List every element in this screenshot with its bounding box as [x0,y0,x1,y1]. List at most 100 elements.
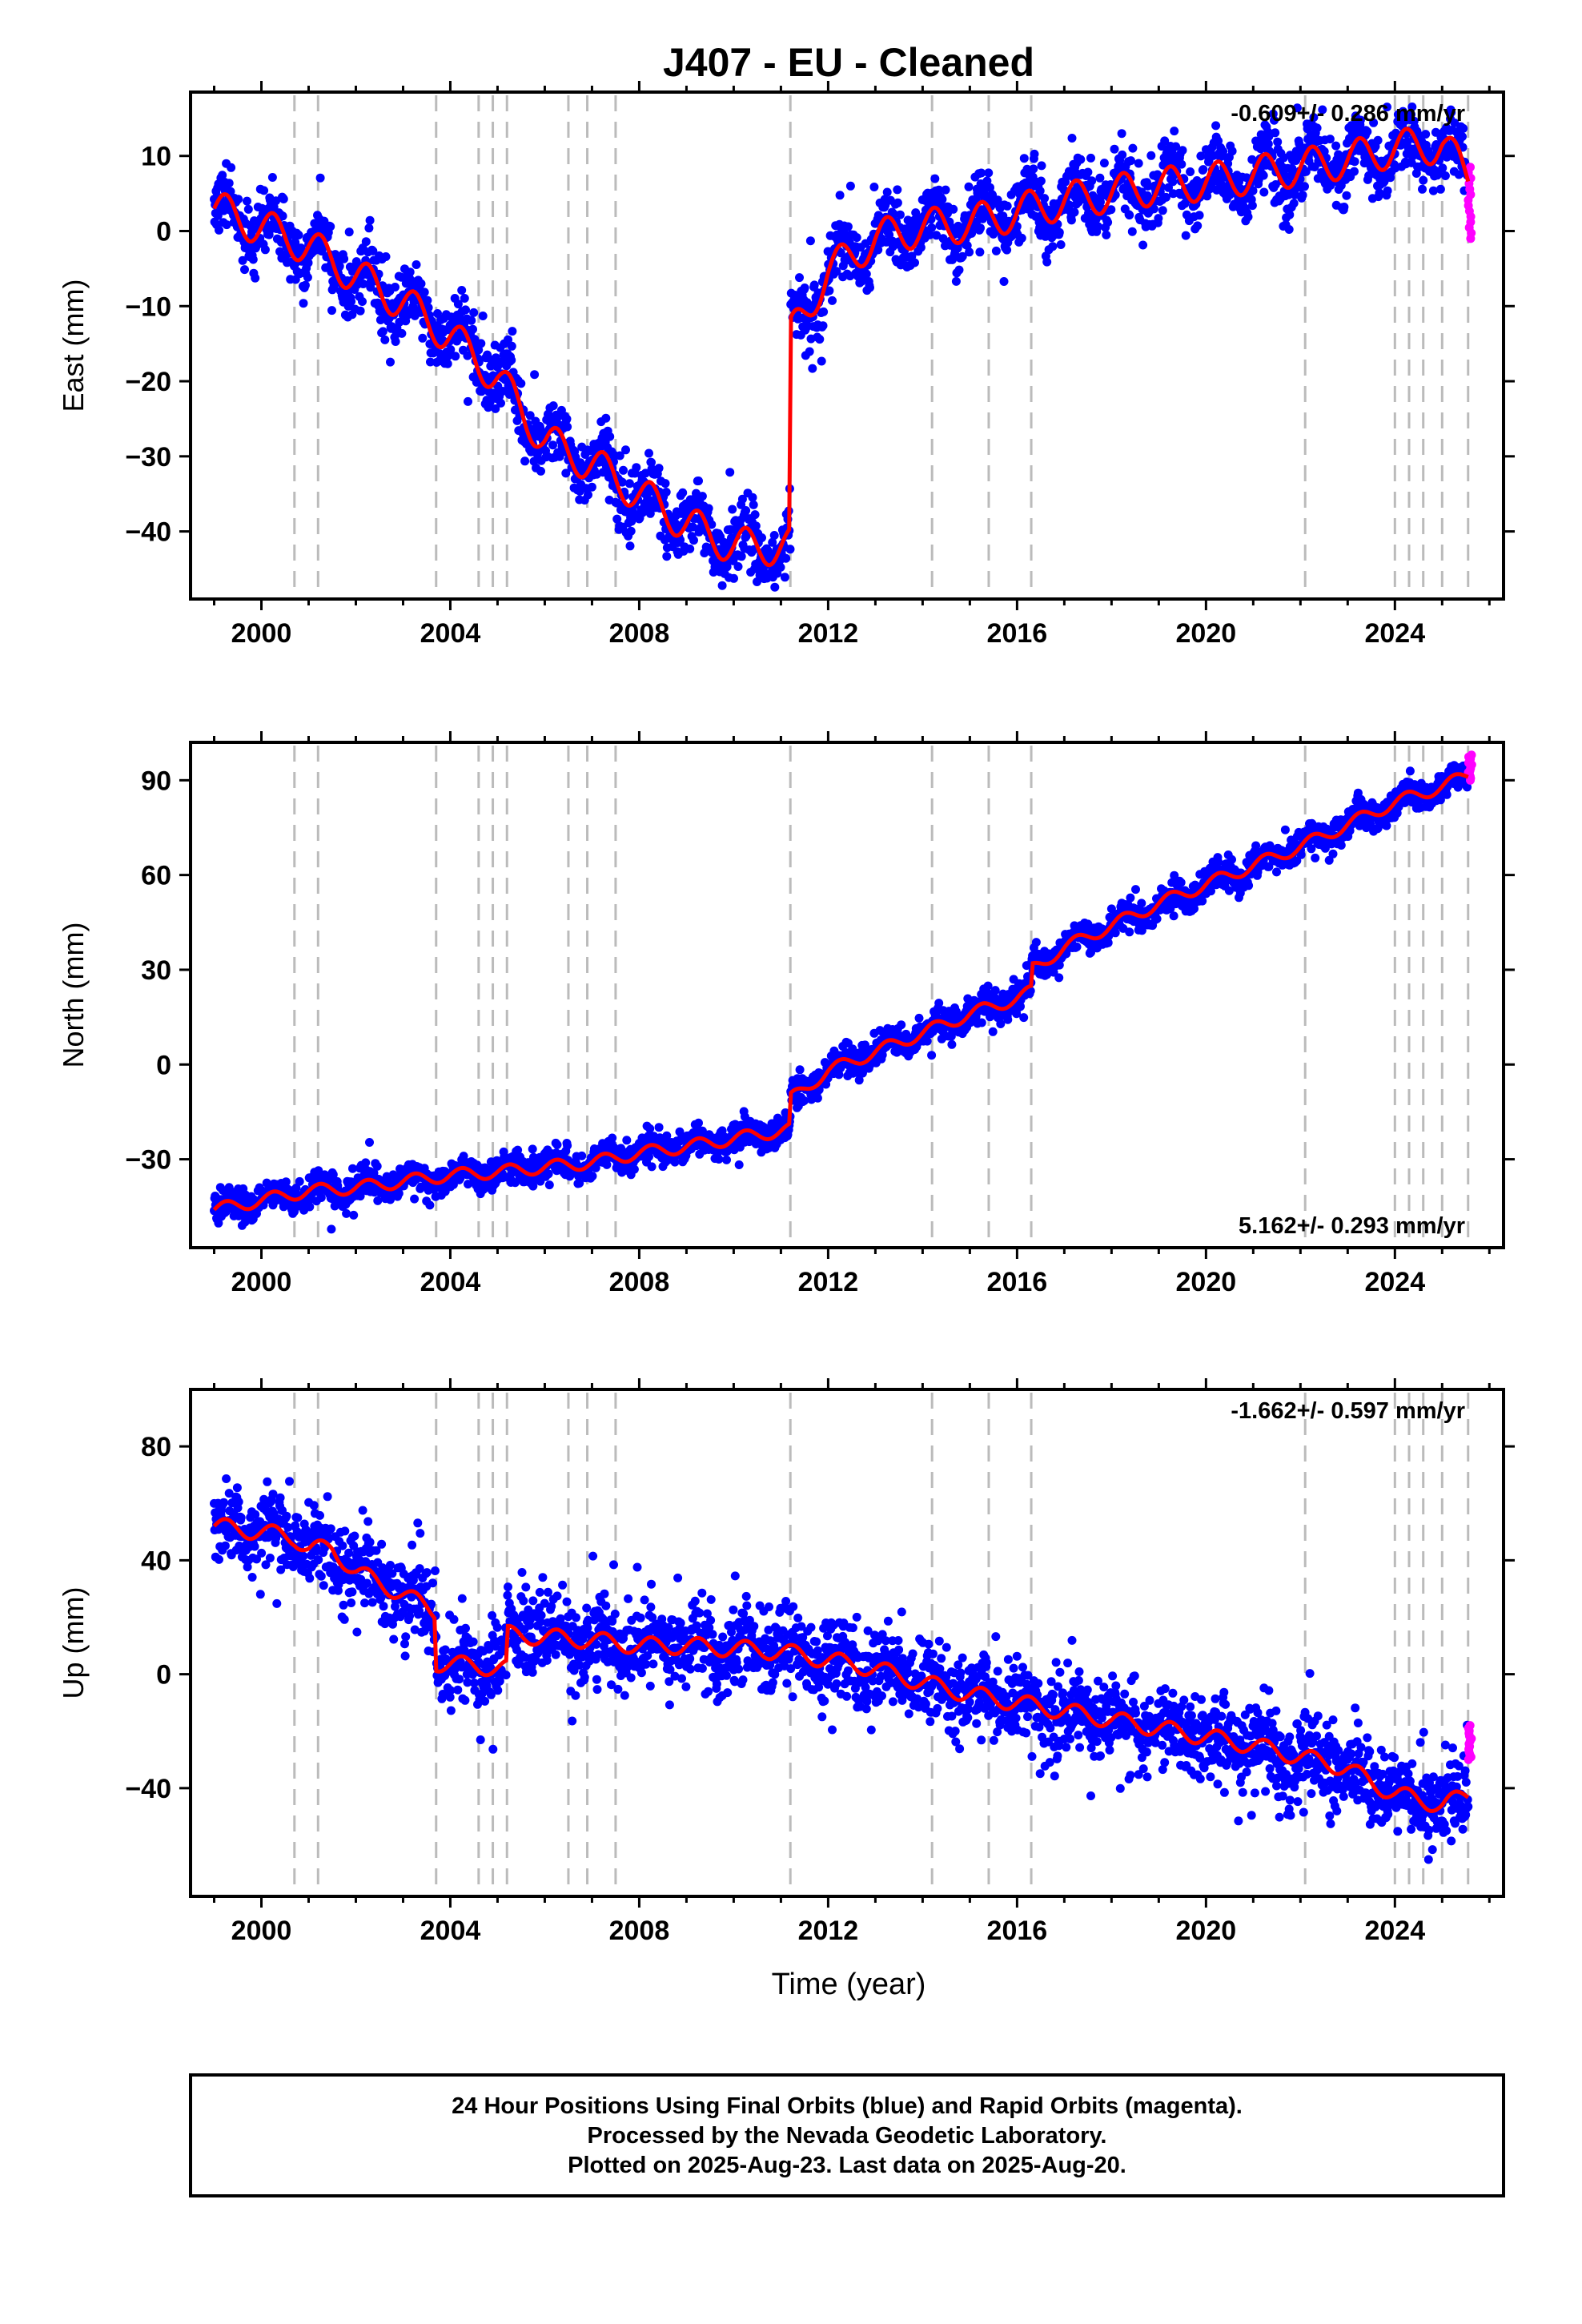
data-point-final [516,379,526,388]
data-point-final [757,533,766,542]
data-point-final [394,1188,404,1198]
data-point-final [808,364,817,373]
data-point-final [1137,899,1146,908]
data-point-final [381,252,391,261]
data-point-final [344,227,354,237]
chart-title: J407 - EU - Cleaned [663,40,1034,85]
rapid-orbit-points [1464,163,1476,243]
data-point-final [295,1176,304,1186]
data-point-final [825,286,834,296]
data-point-final [977,1018,986,1027]
data-point-final [999,277,1009,286]
data-point-final [364,223,374,233]
data-point-final [893,185,902,195]
data-point-final [243,204,253,214]
data-point-final [916,243,926,252]
data-point-final [451,352,460,361]
data-point-final [1350,157,1359,167]
data-point-final [1411,169,1421,178]
data-point-final [654,464,664,473]
data-point-final [769,531,779,540]
data-point-final [1170,870,1179,880]
data-point-final [704,504,713,513]
data-point-final [798,313,808,323]
data-point-final [1094,222,1102,231]
data-point-final [911,208,921,218]
data-point-final [1110,928,1120,938]
data-point-final [1143,181,1153,191]
data-point-final [548,440,557,450]
data-point-final [795,273,804,283]
data-point-final [575,1179,584,1188]
data-point-final [528,1144,537,1154]
data-point-final [1171,142,1181,151]
data-point-final [259,186,269,195]
data-point-final [1019,154,1029,163]
data-point-final [1350,167,1359,176]
data-point-final [986,183,994,192]
data-point-final [1301,167,1311,176]
data-point-final [1036,176,1046,186]
data-point-final [361,1158,371,1168]
data-point-final [520,456,530,466]
data-point-final [1086,153,1095,163]
data-point-final [951,1007,961,1016]
data-point-final [1106,904,1116,914]
data-point-final [485,397,495,407]
data-point-final [1131,885,1140,895]
data-point-final [722,1155,731,1164]
data-point-final [524,1159,533,1168]
data-point-final [733,562,743,571]
data-point-final [1193,221,1203,231]
data-point-final [1259,187,1269,197]
data-point-final [676,535,685,545]
data-point-final [1170,127,1179,136]
data-point-final [563,422,572,432]
data-point-final [365,215,375,225]
data-point-final [749,500,758,509]
data-point-final [318,243,327,253]
data-point-final [468,324,477,334]
data-point-final [1312,123,1322,133]
data-point-final [1012,222,1022,231]
data-point-final [412,260,421,269]
data-point-final [359,279,368,288]
data-point-final [294,231,303,239]
data-point-final [626,526,636,536]
x-tick-label: 2016 [987,618,1048,649]
data-point-final [1407,103,1417,111]
data-point-final [1419,175,1428,185]
data-point-final [1016,1002,1025,1011]
data-point-final [457,286,467,295]
data-point-final [932,231,942,240]
data-point-final [1037,161,1046,171]
data-point-final [661,488,671,497]
data-point-final [1087,176,1097,186]
data-point-final [753,577,761,586]
data-point-final [644,448,653,458]
data-point-final [368,246,378,255]
data-point-final [622,1136,632,1145]
data-point-final [1065,200,1074,210]
data-point-final [1292,103,1302,113]
data-point-final [373,1196,383,1205]
data-point-final [386,357,395,367]
data-point-final [1207,887,1215,896]
data-point-final [996,1019,1006,1028]
data-point-final [897,1020,906,1030]
data-point-final [688,522,697,532]
data-point-final [327,306,336,316]
data-point-final [1247,155,1257,164]
data-point-final [1292,856,1302,866]
data-point-final [391,337,400,346]
data-point-final [1002,245,1012,255]
data-point-final [818,321,828,331]
data-point-final [1152,914,1162,923]
data-point-final [869,183,879,191]
data-point-final [316,1193,326,1202]
data-point-final [1178,146,1187,155]
data-point-final [224,179,234,188]
data-point-final [834,1070,844,1080]
data-point-final [832,267,841,276]
data-point-final [1214,857,1223,866]
